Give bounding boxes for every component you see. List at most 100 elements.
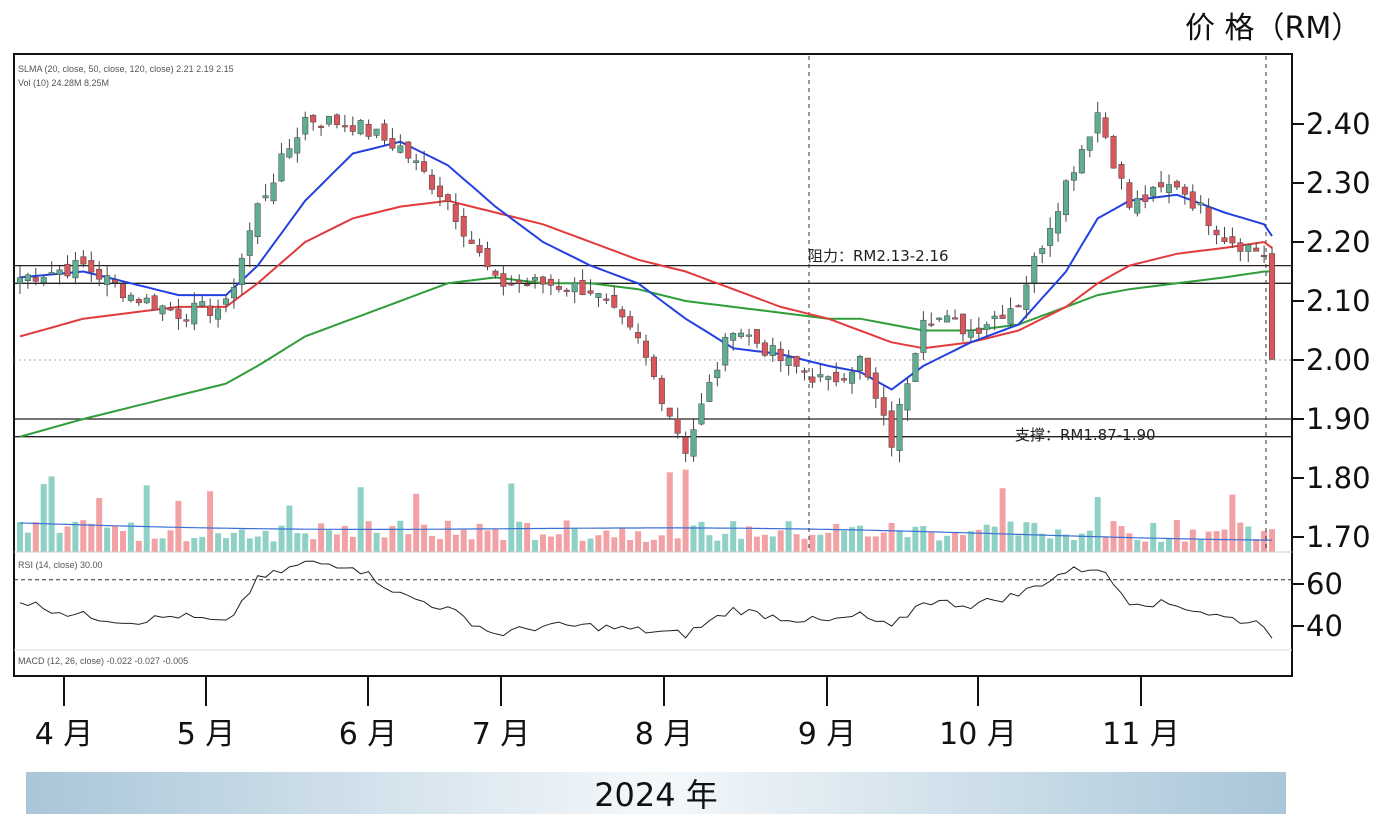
volume-bar xyxy=(532,540,538,552)
legend-rsi: RSI (14, close) 30.00 xyxy=(18,560,103,570)
rsi-panel xyxy=(14,560,1292,639)
candle-body xyxy=(753,329,760,344)
volume-bar xyxy=(17,522,23,552)
volume-bar xyxy=(1229,494,1236,552)
candle-body xyxy=(1158,182,1165,188)
candle-body xyxy=(761,342,768,356)
candle-body xyxy=(991,315,998,320)
volume-bar xyxy=(888,523,895,552)
candle-body xyxy=(333,114,340,125)
volume-bar xyxy=(1031,522,1038,552)
volume-bar xyxy=(476,523,483,552)
candle-body xyxy=(1237,242,1244,252)
candle-body xyxy=(104,275,111,285)
candle-body xyxy=(595,293,602,298)
volume-bar xyxy=(714,540,721,552)
volume-bar xyxy=(238,529,245,552)
volume-bar xyxy=(722,533,729,552)
candle-body xyxy=(381,123,388,141)
candle-body xyxy=(841,378,848,381)
candle-body xyxy=(436,185,443,198)
volume-bar xyxy=(333,534,340,552)
volume-bar xyxy=(357,487,364,552)
volume-bar xyxy=(880,532,887,552)
candle-body xyxy=(262,195,269,199)
volume-bar xyxy=(508,483,515,552)
volume-bar xyxy=(1039,533,1046,552)
candle-body xyxy=(1039,248,1046,254)
y-tick-label: 2.10 xyxy=(1306,284,1371,318)
candle-body xyxy=(674,418,681,434)
volume-bar xyxy=(761,534,768,552)
candle-body xyxy=(856,356,863,371)
candle-body xyxy=(1062,180,1069,216)
volume-bar xyxy=(1007,521,1014,552)
candle-body xyxy=(127,294,134,301)
ma50-line xyxy=(19,199,1273,350)
volume-bar xyxy=(801,538,808,552)
price-unit-label: 价 格（RM） xyxy=(1185,11,1361,46)
volume-bar xyxy=(1173,520,1180,552)
candle-body xyxy=(508,283,515,286)
candle-body xyxy=(785,357,792,366)
candle-body xyxy=(199,301,206,307)
candle-body xyxy=(539,276,546,285)
candle-body xyxy=(429,174,436,190)
volume-bar xyxy=(730,521,737,552)
candle-body xyxy=(959,313,966,335)
candle-body xyxy=(1245,244,1252,252)
volume-bar xyxy=(326,530,332,552)
volume-bar xyxy=(104,527,111,552)
candle-body xyxy=(492,270,499,276)
candle-body xyxy=(825,376,832,380)
candle-body xyxy=(397,145,404,153)
year-label: 2024 年 xyxy=(594,776,718,814)
candle-body xyxy=(24,274,31,281)
volume-bar xyxy=(365,521,372,552)
candle-body xyxy=(48,272,55,275)
volume-bar xyxy=(944,535,951,552)
candle-body xyxy=(547,278,554,286)
volume-bar xyxy=(777,530,784,552)
volume-bar xyxy=(999,488,1006,552)
volume-bar xyxy=(809,534,816,552)
candle-body xyxy=(896,404,903,451)
volume-bar xyxy=(555,534,562,552)
volume-bar xyxy=(849,527,855,552)
volume-bar xyxy=(674,538,681,552)
candle-body xyxy=(1253,247,1260,252)
candle-body xyxy=(1126,182,1133,208)
volume-bar xyxy=(1063,534,1069,552)
candle-body xyxy=(579,279,586,296)
candle-body xyxy=(310,114,317,123)
volume-bar xyxy=(904,537,911,552)
volume-bar xyxy=(896,531,903,552)
candle-body xyxy=(936,317,943,320)
candle-body xyxy=(222,298,229,305)
volume-bar xyxy=(643,541,649,552)
candle-body xyxy=(912,353,919,382)
volume-bar xyxy=(650,539,657,552)
candle-body xyxy=(389,138,396,149)
candle-body xyxy=(555,286,562,290)
volume-bar xyxy=(1245,526,1252,552)
ma20-line xyxy=(19,140,1273,391)
candle-body xyxy=(516,279,523,284)
volume-bar xyxy=(967,531,974,552)
volume-bar xyxy=(278,525,285,552)
volume-bar xyxy=(857,525,863,552)
candle-body xyxy=(349,125,356,132)
candle-body xyxy=(373,128,380,136)
volume-bar xyxy=(1166,538,1172,552)
volume-bar xyxy=(127,522,134,552)
volume-bar xyxy=(682,469,689,552)
volume-bar xyxy=(769,536,776,552)
volume-bar xyxy=(1118,526,1125,552)
candle-body xyxy=(833,371,840,383)
volume-bar xyxy=(975,529,982,552)
resistance-label: 阻力：RM2.13-2.16 xyxy=(808,247,949,265)
month-label: 5 月 xyxy=(177,717,236,752)
volume-bar xyxy=(1205,531,1212,552)
candle-body xyxy=(286,148,293,158)
volume-bar xyxy=(666,472,673,552)
